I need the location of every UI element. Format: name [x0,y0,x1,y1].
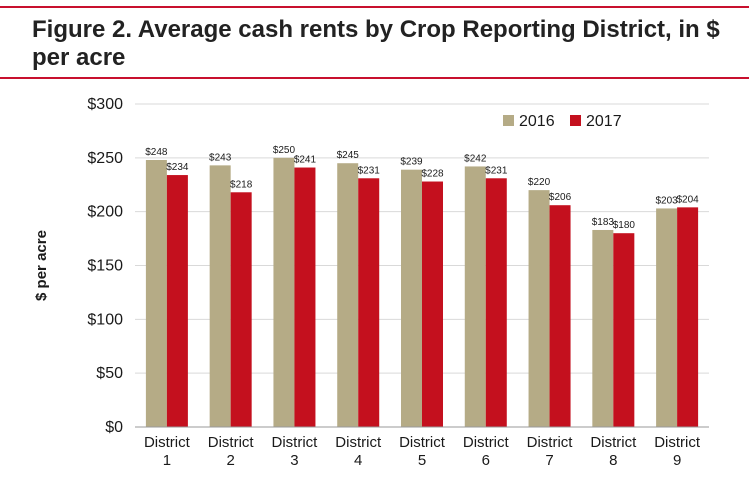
bar-2017-district-8 [613,233,635,427]
bar-2017-district-1 [166,175,188,427]
y-axis-label: $ per acre [33,230,50,301]
y-tick-label: $100 [87,311,123,328]
bar-label-2016-district-1: $248 [145,147,168,158]
bar-2016-district-9 [656,208,678,427]
bar-2017-district-9 [677,207,699,427]
bar-label-2016-district-4: $245 [337,150,360,161]
bar-label-2016-district-6: $242 [464,153,487,164]
x-tick-label: District 2 [208,434,255,469]
y-tick-label: $50 [96,365,123,382]
bar-2017-district-3 [294,167,316,428]
legend-swatch-2017 [570,115,581,126]
bar-2017-district-5 [422,181,443,427]
x-tick-label: District 5 [399,434,446,469]
bar-label-2016-district-9: $203 [655,195,678,206]
bar-label-2016-district-8: $183 [592,217,615,228]
x-tick-label: District 6 [463,434,510,469]
legend-swatch-2016 [503,115,514,126]
bar-label-2017-district-9: $204 [676,194,699,205]
x-tick-label: District 8 [590,434,637,469]
bar-label-2017-district-2: $218 [230,179,253,190]
bar-2016-district-5 [401,169,422,427]
legend-label-2016: 2016 [519,113,555,130]
y-tick-label: $0 [105,419,123,436]
x-tick-label: District 1 [144,434,191,469]
bar-label-2017-district-3: $241 [294,155,317,166]
x-tick-label: District 4 [335,434,382,469]
bar-2016-district-4 [337,163,359,427]
y-axis-ticks: $0 $50 $100 $150 $200 $250 $300 [87,96,123,436]
bar-2016-district-7 [528,190,550,427]
x-axis-ticks: District 1 District 2 District 3 District 4 Dist… [144,434,701,469]
bar-2017-district-7 [549,205,571,427]
y-tick-label: $200 [87,204,123,221]
header-top-rule [0,6,749,8]
y-tick-label: $250 [87,150,123,167]
x-tick-label: District 3 [272,434,319,469]
bar-2017-district-2 [230,192,252,427]
bar-2016-district-1 [145,159,167,427]
y-tick-label: $150 [87,258,123,275]
bar-2016-district-8 [592,229,614,427]
header-bottom-rule [0,77,749,79]
bar-label-2016-district-5: $239 [400,157,423,168]
bar-label-2017-district-6: $231 [485,165,508,176]
bars [145,157,699,428]
bar-label-2016-district-3: $250 [273,145,296,156]
bar-2016-district-3 [273,157,295,427]
bar-label-2017-district-4: $231 [358,165,381,176]
bar-label-2016-district-2: $243 [209,152,232,163]
legend-label-2017: 2017 [586,113,622,130]
bar-label-2017-district-7: $206 [549,192,572,203]
bar-label-2017-district-8: $180 [613,220,636,231]
legend: 2016 2017 [503,113,622,130]
x-tick-label: District 9 [654,434,701,469]
x-tick-label: District 7 [527,434,574,469]
figure-header: Figure 2. Average cash rents by Crop Rep… [0,0,749,79]
bar-label-2016-district-7: $220 [528,177,551,188]
bar-value-labels: $248 $234 $243 $218 $250$241 $245 $231 $239$228… [145,145,699,231]
bar-2016-district-6 [464,166,486,427]
figure-title: Figure 2. Average cash rents by Crop Rep… [32,16,720,71]
bar-chart: $0$50$100$150$200$250$300 $248$234$243$2… [33,96,709,469]
bar-label-2017-district-1: $234 [166,162,189,173]
bar-2017-district-4 [358,178,380,427]
bar-2017-district-6 [485,178,507,427]
y-tick-label: $300 [87,96,123,113]
bar-label-2017-district-5: $228 [421,169,444,180]
bar-2016-district-2 [209,165,231,427]
